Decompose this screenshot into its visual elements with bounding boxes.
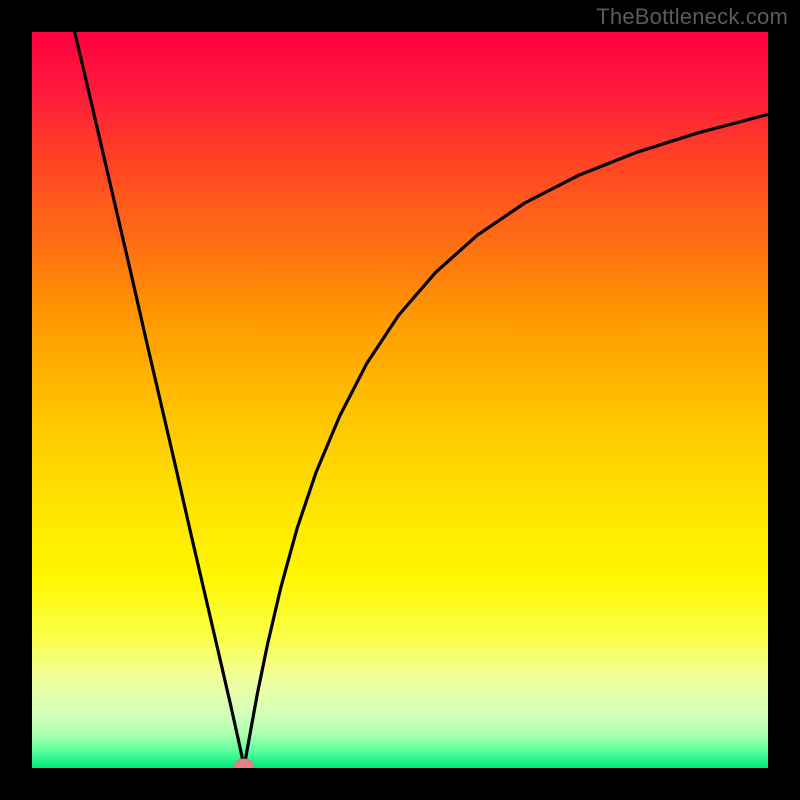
watermark-text: TheBottleneck.com xyxy=(596,4,788,30)
plot-area xyxy=(32,32,768,768)
gradient-background xyxy=(32,32,768,768)
chart-container: TheBottleneck.com xyxy=(0,0,800,800)
bottleneck-chart xyxy=(32,32,768,768)
